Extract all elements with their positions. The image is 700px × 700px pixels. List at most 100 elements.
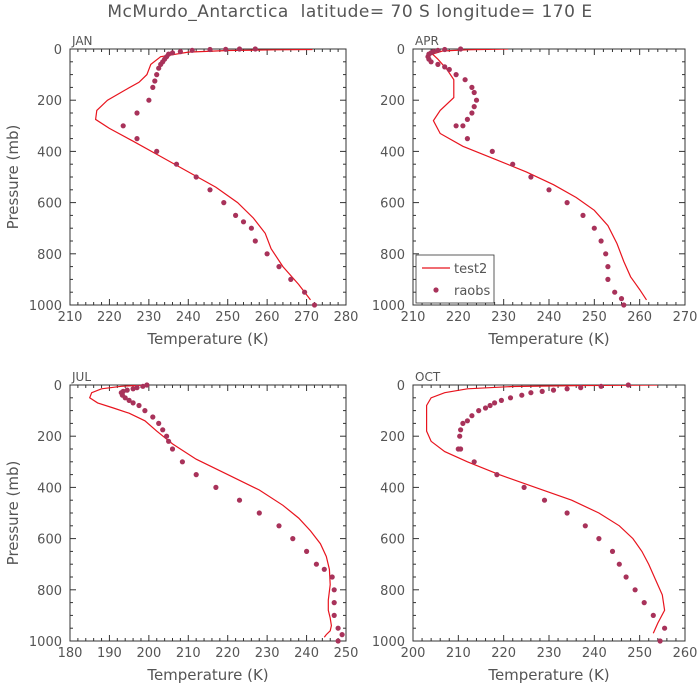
data-point-raobs bbox=[435, 47, 441, 53]
x-tick-label: 230 bbox=[136, 310, 161, 325]
data-point-raobs bbox=[335, 625, 341, 631]
data-point-raobs bbox=[616, 561, 622, 567]
y-tick-label: 600 bbox=[380, 197, 405, 212]
x-axis-title: Temperature (K) bbox=[146, 666, 268, 684]
data-point-raobs bbox=[464, 116, 470, 122]
legend-box bbox=[415, 254, 495, 304]
y-tick-label: 400 bbox=[380, 481, 405, 496]
y-tick-label: 400 bbox=[380, 145, 405, 160]
x-tick-label: 250 bbox=[627, 646, 652, 661]
y-tick-label: 800 bbox=[380, 584, 405, 599]
data-point-raobs bbox=[240, 219, 247, 225]
x-tick-label: 230 bbox=[491, 310, 516, 325]
x-axis-title: Temperature (K) bbox=[487, 330, 609, 348]
x-tick-label: 240 bbox=[176, 310, 201, 325]
x-tick-label: 210 bbox=[401, 310, 426, 325]
x-tick-label: 260 bbox=[627, 310, 652, 325]
data-point-raobs bbox=[564, 200, 570, 206]
y-axis-title: Pressure (mb) bbox=[4, 461, 22, 566]
data-point-raobs bbox=[120, 123, 126, 129]
data-point-raobs bbox=[150, 84, 156, 90]
series-line-test2 bbox=[431, 49, 648, 301]
data-point-raobs bbox=[156, 65, 162, 71]
panel-jan: 210 220 230 240 250 260 270 280 0 200 400 600 800 100… bbox=[4, 34, 358, 348]
data-point-raobs bbox=[539, 388, 545, 394]
data-point-raobs bbox=[302, 289, 308, 295]
data-point-raobs bbox=[489, 148, 495, 154]
y-tick-label: 800 bbox=[37, 248, 62, 263]
data-point-raobs bbox=[458, 427, 464, 433]
data-point-raobs bbox=[177, 49, 183, 55]
data-point-raobs bbox=[621, 302, 627, 308]
data-point-raobs bbox=[471, 104, 477, 110]
data-point-raobs bbox=[130, 386, 136, 392]
data-point-raobs bbox=[290, 536, 296, 542]
data-point-raobs bbox=[471, 459, 477, 465]
x-tick-label: 230 bbox=[537, 646, 562, 661]
data-point-raobs bbox=[471, 89, 477, 96]
x-tick-label: 260 bbox=[673, 646, 698, 661]
data-point-raobs bbox=[605, 276, 611, 282]
data-point-raobs bbox=[469, 413, 475, 419]
data-point-raobs bbox=[288, 276, 294, 282]
panel-label: JUL bbox=[71, 370, 91, 384]
data-point-raobs bbox=[609, 548, 616, 555]
data-point-raobs bbox=[612, 289, 618, 295]
x-tick-label: 280 bbox=[334, 310, 359, 325]
data-point-raobs bbox=[507, 395, 514, 401]
legend: test2 raobs bbox=[415, 254, 495, 304]
panel-jul: 180 190 200 210 220 230 240 250 0 200 400 600 800 100… bbox=[4, 370, 358, 684]
x-tick-label: 270 bbox=[673, 310, 698, 325]
data-point-raobs bbox=[657, 638, 663, 644]
y-tick-label: 200 bbox=[380, 94, 405, 109]
data-point-raobs bbox=[331, 600, 337, 606]
x-tick-label: 190 bbox=[97, 646, 122, 661]
panel-label: OCT bbox=[415, 370, 441, 384]
data-point-raobs bbox=[276, 264, 282, 270]
data-point-raobs bbox=[126, 397, 132, 403]
data-point-raobs bbox=[464, 418, 470, 424]
data-point-raobs bbox=[605, 264, 611, 270]
data-point-raobs bbox=[550, 387, 557, 393]
data-point-raobs bbox=[331, 612, 337, 619]
y-tick-label: 400 bbox=[37, 481, 62, 496]
x-tick-label: 240 bbox=[537, 310, 562, 325]
data-point-raobs bbox=[603, 251, 609, 257]
data-point-raobs bbox=[528, 174, 534, 180]
data-point-raobs bbox=[442, 64, 448, 70]
y-tick-label: 600 bbox=[37, 533, 62, 548]
y-tick-label: 0 bbox=[54, 379, 62, 394]
data-point-raobs bbox=[160, 427, 166, 433]
legend-point-swatch bbox=[433, 287, 439, 293]
data-point-raobs bbox=[623, 574, 629, 580]
data-point-raobs bbox=[313, 561, 319, 567]
data-point-raobs bbox=[248, 225, 254, 231]
data-point-raobs bbox=[469, 110, 475, 116]
page-title: McMurdo_Antarctica latitude= 70 S longit… bbox=[107, 2, 593, 22]
data-point-raobs bbox=[193, 174, 199, 180]
x-tick-label: 250 bbox=[582, 310, 607, 325]
data-point-raobs bbox=[236, 46, 243, 52]
data-point-raobs bbox=[458, 446, 464, 452]
data-point-raobs bbox=[469, 84, 475, 90]
data-point-raobs bbox=[428, 59, 434, 65]
data-point-raobs bbox=[134, 136, 140, 142]
plot-frame bbox=[69, 48, 347, 306]
data-point-raobs bbox=[221, 200, 227, 206]
x-tick-label: 210 bbox=[446, 646, 471, 661]
data-point-raobs bbox=[457, 433, 463, 439]
x-tick-label: 250 bbox=[334, 646, 359, 661]
data-point-raobs bbox=[582, 523, 588, 529]
data-point-raobs bbox=[136, 402, 142, 409]
data-point-raobs bbox=[264, 251, 270, 257]
x-tick-label: 180 bbox=[58, 646, 83, 661]
data-point-raobs bbox=[154, 72, 160, 78]
data-point-raobs bbox=[311, 302, 318, 308]
y-tick-label: 600 bbox=[380, 533, 405, 548]
data-point-raobs bbox=[164, 433, 170, 439]
data-point-raobs bbox=[641, 600, 647, 606]
data-point-raobs bbox=[122, 395, 128, 401]
x-tick-label: 260 bbox=[255, 310, 280, 325]
data-point-raobs bbox=[625, 382, 631, 388]
